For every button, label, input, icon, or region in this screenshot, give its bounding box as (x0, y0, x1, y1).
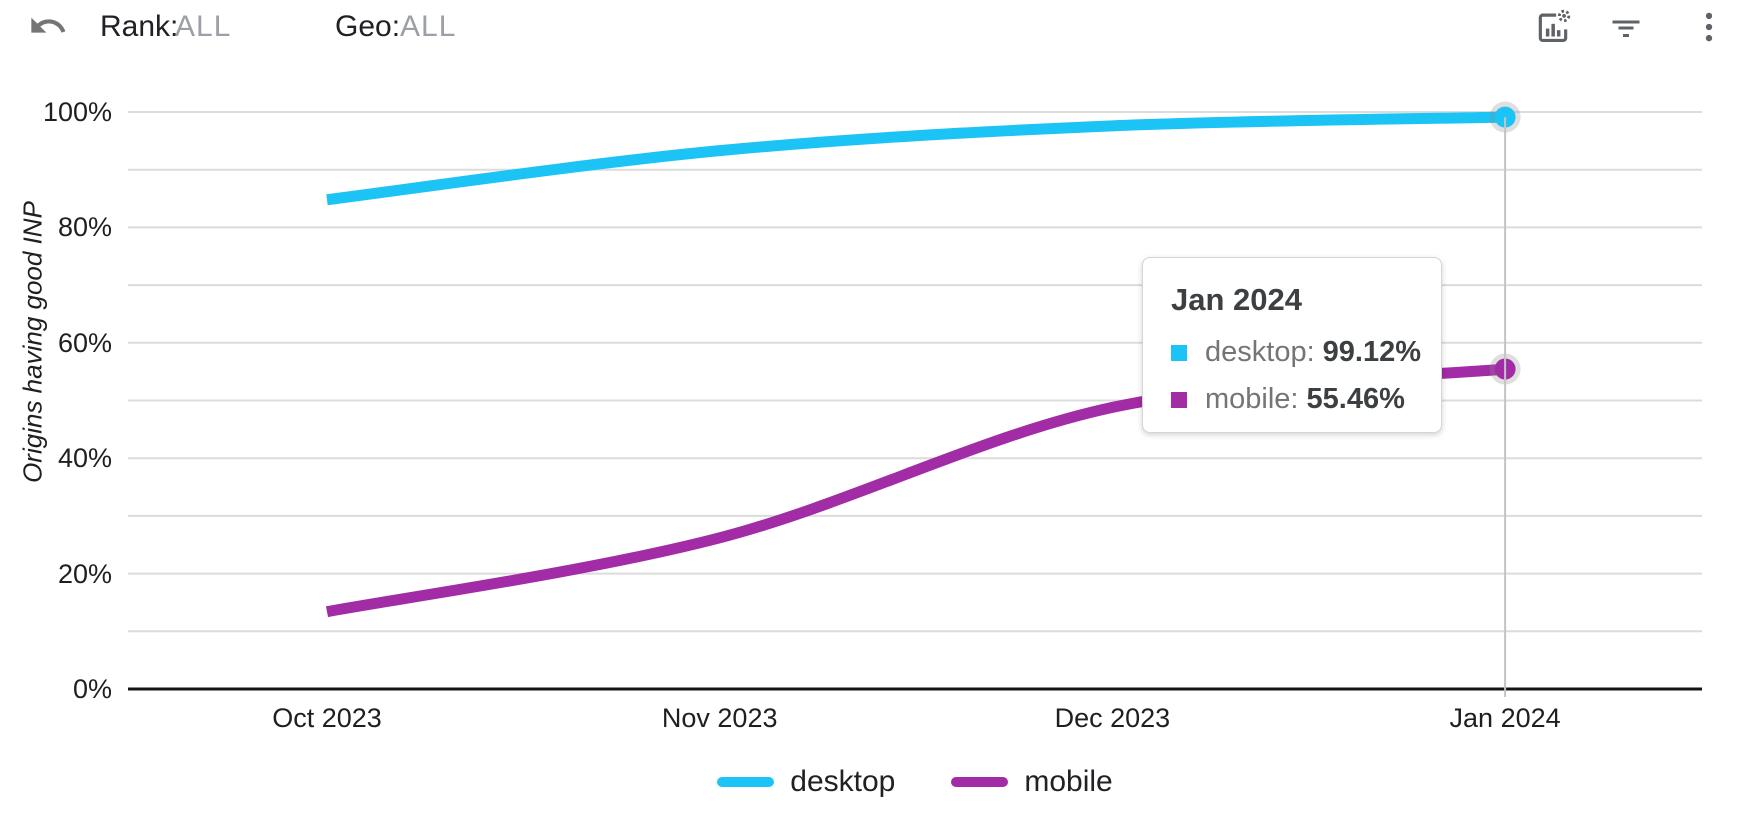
x-tick-label: Dec 2023 (1054, 703, 1171, 733)
desktop-legend-swatch (717, 777, 775, 787)
rank-filter-label: Rank: (100, 10, 179, 43)
tooltip-row-desktop: desktop: 99.12% (1171, 336, 1421, 369)
chart-options-icon (1538, 9, 1571, 43)
y-tick-label: 100% (42, 97, 112, 127)
tooltip-title: Jan 2024 (1171, 282, 1302, 317)
y-tick-label: 60% (57, 327, 112, 358)
filter-icon (1612, 20, 1640, 37)
mobile-legend-label: mobile (1024, 765, 1113, 798)
tooltip-mobile-text: mobile: 55.46% (1205, 383, 1405, 415)
undo-button[interactable] (28, 6, 68, 51)
geo-filter-label: Geo: (335, 10, 401, 43)
tooltip-row-mobile: mobile: 55.46% (1171, 383, 1413, 416)
chart-tooltip: Jan 2024 desktop: 99.12% mobile: 55.46% (1142, 257, 1442, 433)
x-tick-label: Jan 2024 (1449, 703, 1561, 733)
more-vertical-icon (1705, 12, 1713, 42)
legend-item-mobile[interactable]: mobile (951, 765, 1113, 799)
desktop-series-swatch (1171, 344, 1187, 361)
desktop-legend-label: desktop (790, 765, 896, 798)
y-tick-label: 0% (72, 674, 112, 704)
x-tick-label: Oct 2023 (272, 703, 382, 733)
x-tick-label: Nov 2023 (661, 703, 778, 733)
legend-item-desktop[interactable]: desktop (717, 765, 895, 799)
more-menu-button[interactable] (1690, 8, 1728, 51)
filter-button[interactable] (1608, 10, 1644, 51)
rank-filter-value[interactable]: ALL (175, 10, 232, 43)
chart-legend: desktop mobile (128, 765, 1702, 799)
y-tick-label: 80% (57, 212, 112, 243)
mobile-series-swatch (1171, 391, 1187, 408)
tooltip-desktop-text: desktop: 99.12% (1205, 336, 1421, 368)
y-tick-label: 40% (57, 443, 112, 474)
mobile-legend-swatch (951, 777, 1009, 787)
y-tick-label: 20% (57, 558, 112, 589)
chart-options-button[interactable] (1534, 8, 1572, 51)
undo-icon (31, 17, 66, 33)
geo-filter-value[interactable]: ALL (400, 10, 457, 43)
